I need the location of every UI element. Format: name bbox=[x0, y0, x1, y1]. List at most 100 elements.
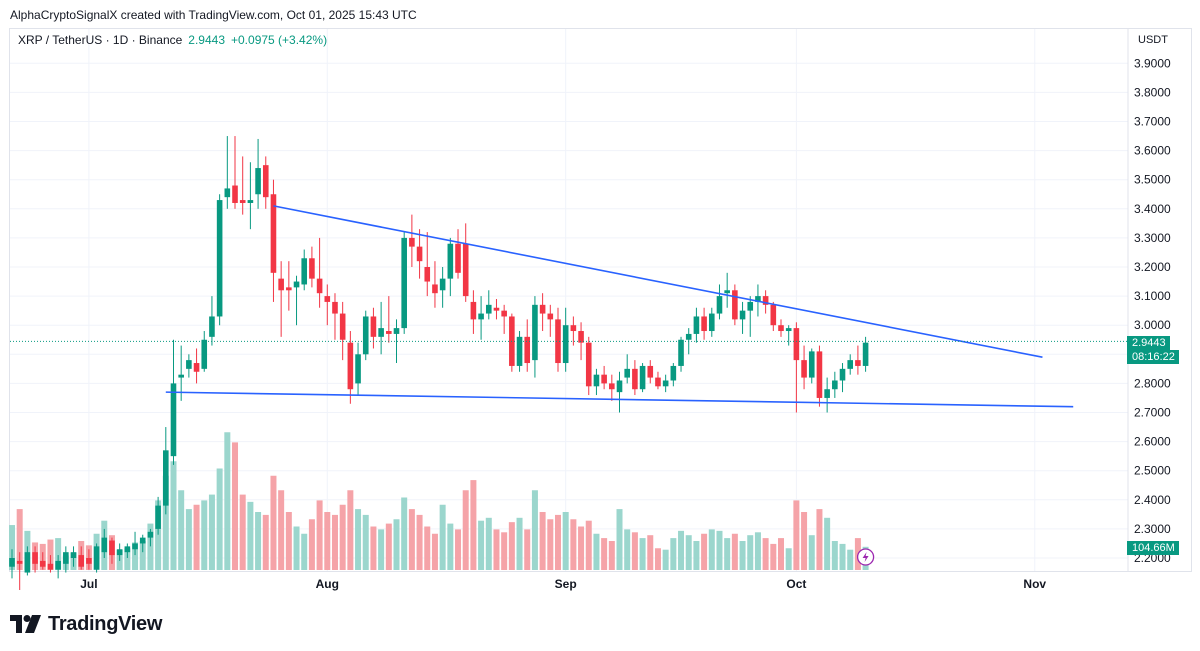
candle-body bbox=[524, 336, 531, 364]
volume-bar bbox=[139, 541, 146, 570]
candle-body bbox=[332, 301, 338, 314]
candle-body bbox=[716, 296, 723, 314]
time-axis: Jul Aug Sep Oct Nov bbox=[80, 577, 1046, 591]
candle-body bbox=[116, 549, 123, 556]
candle-body bbox=[163, 450, 169, 506]
volume-bar bbox=[839, 543, 846, 570]
price-badge: 2.9443 bbox=[1127, 336, 1170, 350]
symbol-legend[interactable]: XRP / TetherUS · 1D · Binance 2.9443 +0.09… bbox=[18, 33, 327, 47]
candle-body bbox=[639, 365, 646, 390]
tradingview-logo-icon bbox=[10, 615, 41, 633]
candle-body bbox=[708, 313, 715, 332]
volume-bar bbox=[593, 533, 600, 570]
price-tick-label: 3.5000 bbox=[1134, 173, 1171, 187]
volume-bar bbox=[693, 541, 700, 570]
volume-bar bbox=[293, 526, 300, 570]
volume-bar bbox=[524, 529, 531, 570]
volume-bar bbox=[193, 504, 200, 570]
price-tick-label: 3.1000 bbox=[1134, 289, 1171, 303]
candle-body bbox=[147, 531, 154, 538]
candle-body bbox=[478, 313, 484, 320]
candle-body bbox=[293, 281, 300, 288]
tradingview-logo[interactable]: TradingView bbox=[10, 611, 162, 637]
volume-bar bbox=[301, 533, 308, 570]
candle-body bbox=[655, 377, 661, 387]
candle-body bbox=[309, 258, 315, 279]
volume-bar bbox=[493, 529, 500, 570]
candle-body bbox=[9, 558, 15, 567]
currency-label[interactable]: USDT bbox=[1138, 34, 1168, 46]
volume-bar bbox=[370, 526, 377, 570]
candle-body bbox=[532, 304, 538, 361]
volume-bar bbox=[824, 517, 831, 570]
price-tick-label: 2.3000 bbox=[1134, 522, 1171, 536]
candle-body bbox=[78, 555, 85, 567]
countdown-badge: 08:16:22 bbox=[1127, 350, 1179, 364]
time-tick-label: Aug bbox=[316, 577, 339, 591]
candle-body bbox=[55, 560, 61, 570]
volume-bar bbox=[201, 500, 208, 570]
time-tick-label: Sep bbox=[555, 577, 577, 591]
volume-bar bbox=[808, 535, 815, 570]
volume-bar bbox=[639, 538, 646, 570]
candle-body bbox=[139, 537, 146, 544]
volume-bar bbox=[155, 500, 162, 570]
candle-body bbox=[432, 284, 438, 294]
candle-body bbox=[601, 374, 607, 384]
price-axis: 3.9000 3.8000 3.7000 3.6000 3.5000 3.4000 3.30… bbox=[1127, 29, 1171, 571]
volume-bar bbox=[416, 514, 423, 570]
volume-bar bbox=[208, 494, 215, 570]
candle-body bbox=[585, 342, 592, 387]
candle-body bbox=[493, 307, 500, 311]
candle-body bbox=[839, 368, 846, 381]
candle-body bbox=[855, 360, 861, 366]
time-tick-label: Jul bbox=[80, 577, 97, 591]
volume-bar bbox=[16, 509, 23, 570]
candle-body bbox=[662, 380, 669, 387]
volume-bar bbox=[270, 475, 277, 570]
candle-body bbox=[224, 188, 231, 198]
candle-body bbox=[447, 243, 454, 279]
candle-body bbox=[824, 389, 830, 398]
volume-bar bbox=[747, 535, 754, 570]
volume-bar bbox=[401, 497, 408, 570]
candle-body bbox=[685, 333, 692, 340]
volume-bar bbox=[539, 512, 546, 570]
candle-body bbox=[747, 301, 754, 311]
candle-body bbox=[724, 290, 730, 294]
volume-bar bbox=[224, 432, 231, 570]
volume-bar bbox=[408, 509, 415, 570]
candle-body bbox=[539, 304, 546, 314]
candle-body bbox=[616, 380, 623, 393]
volume-bar bbox=[554, 514, 561, 570]
chart-frame bbox=[9, 28, 1192, 572]
candle-body bbox=[155, 505, 161, 529]
candle-body bbox=[462, 243, 469, 297]
candle-body bbox=[847, 360, 854, 369]
volume-bar bbox=[308, 519, 315, 570]
volume-bar bbox=[731, 533, 738, 570]
volume-bar bbox=[316, 500, 323, 570]
candle-body bbox=[578, 331, 584, 343]
volume-bar bbox=[232, 442, 239, 570]
candle-body bbox=[516, 336, 523, 366]
candle-body bbox=[132, 543, 138, 550]
candle-body bbox=[216, 200, 223, 317]
grid bbox=[10, 29, 1128, 571]
candle-body bbox=[32, 552, 38, 564]
volume-bar bbox=[785, 548, 792, 570]
candle-body bbox=[324, 296, 331, 302]
volume-bar bbox=[124, 548, 131, 570]
volume-bar bbox=[547, 519, 554, 570]
candle-body bbox=[370, 316, 377, 337]
candle-body bbox=[193, 363, 200, 372]
volume-bar bbox=[754, 532, 761, 570]
candle-body bbox=[278, 278, 284, 291]
volume-bar bbox=[501, 532, 508, 570]
candle-body bbox=[262, 165, 269, 198]
candle-body bbox=[24, 552, 31, 573]
volume-bar bbox=[324, 512, 331, 570]
candle-body bbox=[862, 342, 869, 366]
volume-bar bbox=[739, 541, 746, 570]
